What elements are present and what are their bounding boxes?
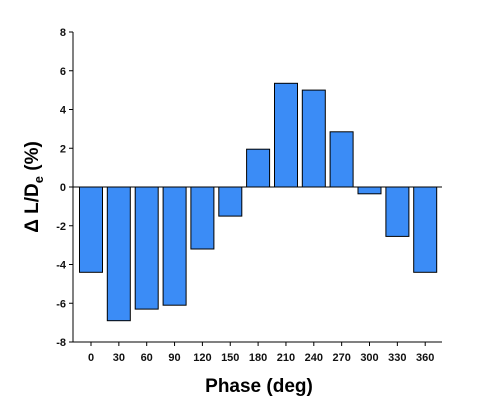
x-axis-title: Phase (deg) <box>205 376 313 397</box>
bar-180 <box>246 148 271 188</box>
y-tick-label: 6 <box>60 66 66 78</box>
y-axis-title: Δ L/De (%) <box>22 141 46 233</box>
x-tick-label: 180 <box>249 352 267 364</box>
y-axis-title-unit: (%) <box>22 141 43 176</box>
bar-120 <box>190 186 215 250</box>
bar-210 <box>274 82 298 188</box>
x-tick-label: 360 <box>416 352 434 364</box>
bar-90 <box>162 186 187 306</box>
bar-360 <box>413 186 438 273</box>
x-tick-label: 150 <box>221 352 239 364</box>
x-tick-label: 210 <box>277 352 295 364</box>
x-tick-label: 90 <box>168 352 180 364</box>
x-ticks-group: 0 30 60 90 120 150 180 210 240 270 300 330 360 <box>88 342 434 364</box>
x-tick-label: 300 <box>360 352 378 364</box>
x-tick-label: 330 <box>388 352 406 364</box>
x-tick-label: 120 <box>193 352 211 364</box>
bar-300 <box>357 186 382 195</box>
bar-330 <box>385 186 410 237</box>
bars-group <box>73 82 442 322</box>
x-tick-label: 30 <box>113 352 125 364</box>
bar-150 <box>218 186 243 217</box>
y-tick-label: 8 <box>60 27 66 39</box>
y-tick-label: 0 <box>60 182 66 194</box>
y-axis-title-subscript: e <box>31 176 46 183</box>
y-ticks-group: -8 -6 -4 -2 0 2 4 6 8 <box>56 27 73 349</box>
bar-0 <box>79 186 103 273</box>
y-tick-label: 2 <box>60 143 66 155</box>
y-tick-label: -4 <box>56 260 67 272</box>
bar-60 <box>134 186 159 310</box>
y-tick-label: -6 <box>56 298 66 310</box>
y-tick-label: -2 <box>56 221 66 233</box>
x-tick-label: 0 <box>88 352 94 364</box>
y-axis-title-main: Δ L/D <box>22 183 43 233</box>
y-tick-label: 4 <box>60 105 67 117</box>
bar-30 <box>106 186 131 322</box>
bar-240 <box>301 89 326 188</box>
bar-270 <box>329 131 354 188</box>
x-tick-label: 240 <box>305 352 323 364</box>
y-tick-label: -8 <box>56 337 66 349</box>
x-tick-label: 60 <box>141 352 153 364</box>
x-tick-label: 270 <box>332 352 350 364</box>
